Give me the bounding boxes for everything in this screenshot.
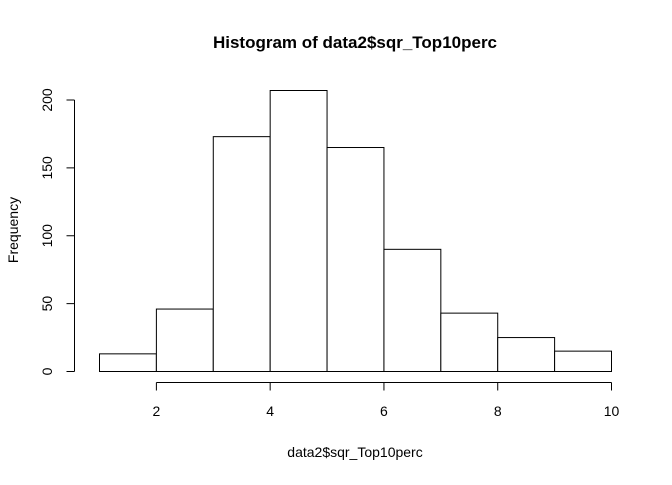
x-axis: 2 4 6 8 10 [152, 382, 620, 419]
histogram-bar [326, 147, 385, 372]
y-tick-label: 100 [39, 224, 55, 248]
x-tick-label: 10 [604, 403, 620, 419]
x-tick-label: 8 [494, 403, 502, 419]
y-tick-label: 200 [39, 88, 55, 112]
histogram-bar [269, 90, 328, 372]
y-axis: 0 50 100 150 200 [39, 88, 75, 375]
x-tick-label: 2 [152, 403, 160, 419]
histogram-bar [497, 337, 556, 373]
y-tick-label: 50 [39, 296, 55, 312]
histogram-bar [440, 312, 499, 372]
histogram-bar [155, 308, 214, 372]
histogram-bar [554, 350, 612, 373]
histogram-bar [212, 136, 271, 372]
chart-title: Histogram of data2$sqr_Top10perc [213, 33, 497, 52]
x-tick-label: 6 [380, 403, 388, 419]
bars-group [99, 90, 612, 373]
histogram-bar [383, 248, 442, 372]
y-tick-label: 0 [39, 367, 55, 375]
histogram-bar [99, 353, 157, 373]
y-tick-label: 150 [39, 156, 55, 180]
x-axis-label: data2$sqr_Top10perc [287, 444, 422, 460]
x-tick-label: 4 [266, 403, 274, 419]
y-axis-label: Frequency [5, 197, 21, 263]
